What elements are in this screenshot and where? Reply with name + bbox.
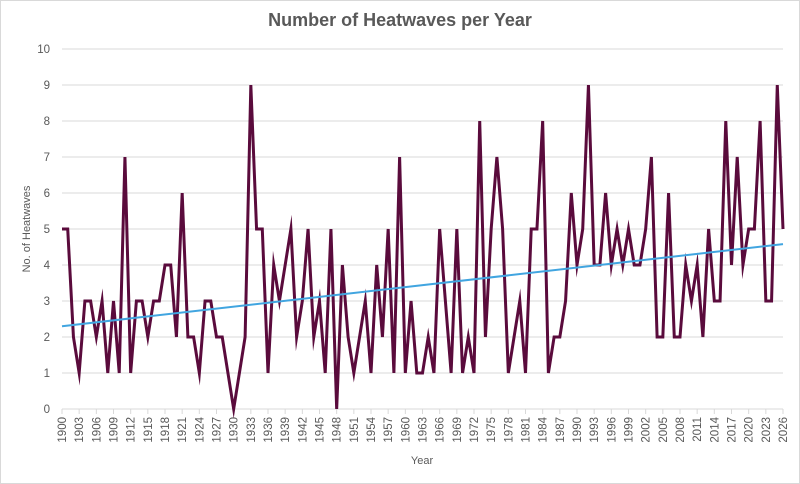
y-tick-label: 5 <box>44 224 50 236</box>
x-tick-label: 1915 <box>143 417 155 443</box>
y-tick-label: 1 <box>44 368 50 380</box>
x-tick-label: 2008 <box>675 417 687 443</box>
y-tick-label: 8 <box>44 116 50 128</box>
x-tick-label: 1939 <box>280 417 292 443</box>
x-tick-label: 2005 <box>658 417 670 443</box>
x-tick-label: 1999 <box>624 417 636 443</box>
x-tick-label: 2017 <box>727 417 739 443</box>
chart-title: Number of Heatwaves per Year <box>268 10 532 30</box>
x-tick-label: 1990 <box>572 417 584 443</box>
x-tick-label: 1951 <box>349 417 361 443</box>
x-tick-label: 2002 <box>641 417 653 443</box>
x-tick-label: 2020 <box>744 417 756 443</box>
x-tick-label: 2014 <box>709 416 721 442</box>
y-axis-ticks: 0 1 2 3 4 5 6 7 8 9 10 <box>37 44 50 416</box>
x-tick-label: 1987 <box>555 417 567 443</box>
heatwave-series-line <box>62 84 785 419</box>
x-tick-label: 1948 <box>332 417 344 443</box>
x-tick-label: 1918 <box>160 417 172 443</box>
x-tick-label: 1972 <box>469 417 481 443</box>
y-tick-label: 10 <box>37 44 50 56</box>
y-tick-label: 4 <box>44 260 51 272</box>
trend-line <box>61 243 784 328</box>
x-tick-label: 1903 <box>74 417 86 443</box>
x-tick-label: 1909 <box>109 417 121 443</box>
x-tick-label: 1978 <box>503 417 515 443</box>
x-tick-label: 1933 <box>246 417 258 443</box>
x-tick-label: 1996 <box>606 417 618 443</box>
y-tick-label: 2 <box>44 332 50 344</box>
x-tick-label: 1960 <box>400 417 412 443</box>
x-tick-label: 1957 <box>383 417 395 443</box>
x-tick-label: 1927 <box>212 417 224 443</box>
x-axis-ticks: 1900 1903 1906 1909 1912 1915 1918 1921 1924 1927… <box>57 409 790 443</box>
x-tick-label: 1984 <box>538 416 550 442</box>
x-tick-label: 1921 <box>177 417 189 443</box>
x-tick-label: 2023 <box>761 417 773 443</box>
x-tick-label: 1906 <box>91 417 103 443</box>
x-tick-label: 1966 <box>435 417 447 443</box>
series-layer <box>61 84 785 419</box>
x-tick-label: 1969 <box>452 417 464 443</box>
x-tick-label: 2026 <box>778 417 790 443</box>
y-tick-label: 9 <box>44 80 50 92</box>
x-tick-label: 1936 <box>263 417 275 443</box>
y-tick-label: 7 <box>44 152 50 164</box>
y-tick-label: 3 <box>44 296 50 308</box>
x-tick-label: 1924 <box>194 416 206 442</box>
y-axis-title: No. of Heatwaves <box>21 185 33 272</box>
x-tick-label: 1942 <box>297 417 309 443</box>
x-tick-label: 1954 <box>366 416 378 442</box>
x-tick-label: 1963 <box>418 417 430 443</box>
x-tick-label: 1912 <box>126 417 138 443</box>
x-axis-title: Year <box>411 455 434 467</box>
x-tick-label: 2011 <box>692 417 704 442</box>
y-tick-label: 6 <box>44 188 50 200</box>
x-tick-label: 1930 <box>229 417 241 443</box>
x-tick-label: 1981 <box>521 417 533 443</box>
y-tick-label: 0 <box>44 404 50 416</box>
x-tick-label: 1975 <box>486 417 498 443</box>
x-tick-label: 1945 <box>315 417 327 443</box>
x-tick-label: 1900 <box>57 417 69 443</box>
gridlines <box>62 48 783 410</box>
x-tick-label: 1993 <box>589 417 601 443</box>
